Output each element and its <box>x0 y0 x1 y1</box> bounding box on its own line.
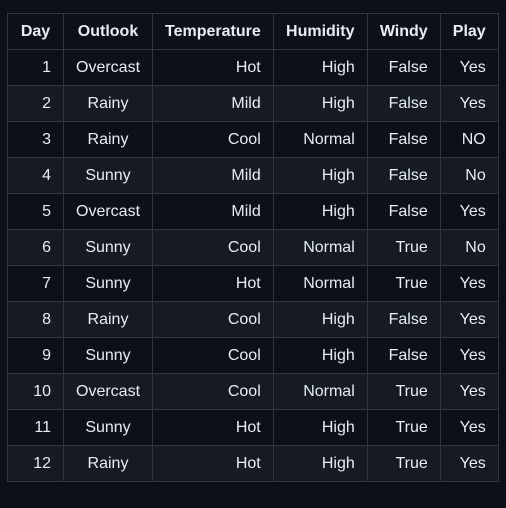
header-outlook: Outlook <box>62 13 154 50</box>
cell-windy: False <box>366 301 441 338</box>
table-row: 10 Overcast Cool Normal True Yes <box>7 373 499 410</box>
cell-play: Yes <box>439 337 499 374</box>
cell-outlook: Sunny <box>62 229 154 266</box>
cell-play: Yes <box>439 193 499 230</box>
cell-play: Yes <box>439 49 499 86</box>
cell-outlook: Rainy <box>62 445 154 482</box>
cell-day: 5 <box>7 193 64 230</box>
cell-outlook: Overcast <box>62 49 154 86</box>
cell-temperature: Hot <box>152 409 274 446</box>
cell-play: Yes <box>439 373 499 410</box>
header-windy: Windy <box>366 13 441 50</box>
cell-windy: False <box>366 85 441 122</box>
header-play: Play <box>439 13 499 50</box>
cell-temperature: Hot <box>152 265 274 302</box>
table-row: 5 Overcast Mild High False Yes <box>7 193 499 230</box>
cell-play: Yes <box>439 85 499 122</box>
cell-windy: True <box>366 445 441 482</box>
cell-temperature: Cool <box>152 121 274 158</box>
cell-windy: True <box>366 409 441 446</box>
cell-day: 8 <box>7 301 64 338</box>
cell-outlook: Rainy <box>62 85 154 122</box>
cell-play: No <box>439 157 499 194</box>
cell-humidity: High <box>272 337 368 374</box>
cell-play: NO <box>439 121 499 158</box>
cell-humidity: High <box>272 157 368 194</box>
cell-temperature: Cool <box>152 301 274 338</box>
cell-temperature: Cool <box>152 229 274 266</box>
cell-day: 7 <box>7 265 64 302</box>
cell-play: Yes <box>439 445 499 482</box>
table-row: 9 Sunny Cool High False Yes <box>7 337 499 374</box>
cell-day: 12 <box>7 445 64 482</box>
cell-humidity: High <box>272 301 368 338</box>
cell-temperature: Mild <box>152 193 274 230</box>
cell-humidity: High <box>272 85 368 122</box>
cell-day: 10 <box>7 373 64 410</box>
cell-humidity: High <box>272 193 368 230</box>
cell-play: Yes <box>439 409 499 446</box>
table-row: 1 Overcast Hot High False Yes <box>7 49 499 86</box>
header-temperature: Temperature <box>152 13 274 50</box>
cell-humidity: Normal <box>272 265 368 302</box>
cell-temperature: Mild <box>152 85 274 122</box>
cell-outlook: Overcast <box>62 193 154 230</box>
cell-temperature: Hot <box>152 49 274 86</box>
cell-humidity: Normal <box>272 229 368 266</box>
table-row: 11 Sunny Hot High True Yes <box>7 409 499 446</box>
cell-temperature: Hot <box>152 445 274 482</box>
cell-day: 2 <box>7 85 64 122</box>
cell-humidity: High <box>272 409 368 446</box>
cell-windy: True <box>366 265 441 302</box>
cell-temperature: Cool <box>152 373 274 410</box>
cell-humidity: High <box>272 445 368 482</box>
cell-outlook: Sunny <box>62 157 154 194</box>
table-row: 7 Sunny Hot Normal True Yes <box>7 265 499 302</box>
table-row: 3 Rainy Cool Normal False NO <box>7 121 499 158</box>
table-row: 6 Sunny Cool Normal True No <box>7 229 499 266</box>
table-row: 2 Rainy Mild High False Yes <box>7 85 499 122</box>
cell-windy: False <box>366 337 441 374</box>
cell-humidity: High <box>272 49 368 86</box>
weather-play-table: Day Outlook Temperature Humidity Windy P… <box>7 13 499 482</box>
cell-windy: True <box>366 229 441 266</box>
cell-play: Yes <box>439 301 499 338</box>
cell-windy: False <box>366 157 441 194</box>
cell-outlook: Sunny <box>62 265 154 302</box>
cell-day: 3 <box>7 121 64 158</box>
cell-day: 1 <box>7 49 64 86</box>
cell-humidity: Normal <box>272 373 368 410</box>
cell-day: 9 <box>7 337 64 374</box>
cell-outlook: Overcast <box>62 373 154 410</box>
cell-temperature: Mild <box>152 157 274 194</box>
cell-day: 6 <box>7 229 64 266</box>
cell-windy: False <box>366 121 441 158</box>
cell-windy: False <box>366 49 441 86</box>
table-row: 8 Rainy Cool High False Yes <box>7 301 499 338</box>
cell-play: Yes <box>439 265 499 302</box>
cell-day: 4 <box>7 157 64 194</box>
cell-windy: True <box>366 373 441 410</box>
table-body: 1 Overcast Hot High False Yes 2 Rainy Mild High Fa… <box>7 49 499 482</box>
table-row: 4 Sunny Mild High False No <box>7 157 499 194</box>
cell-day: 11 <box>7 409 64 446</box>
cell-outlook: Sunny <box>62 337 154 374</box>
cell-outlook: Rainy <box>62 121 154 158</box>
weather-table-container: Day Outlook Temperature Humidity Windy P… <box>7 13 499 482</box>
cell-outlook: Sunny <box>62 409 154 446</box>
cell-humidity: Normal <box>272 121 368 158</box>
table-header-row: Day Outlook Temperature Humidity Windy P… <box>7 13 499 50</box>
cell-temperature: Cool <box>152 337 274 374</box>
cell-outlook: Rainy <box>62 301 154 338</box>
table-row: 12 Rainy Hot High True Yes <box>7 445 499 482</box>
cell-windy: False <box>366 193 441 230</box>
header-humidity: Humidity <box>272 13 368 50</box>
header-day: Day <box>7 13 64 50</box>
cell-play: No <box>439 229 499 266</box>
